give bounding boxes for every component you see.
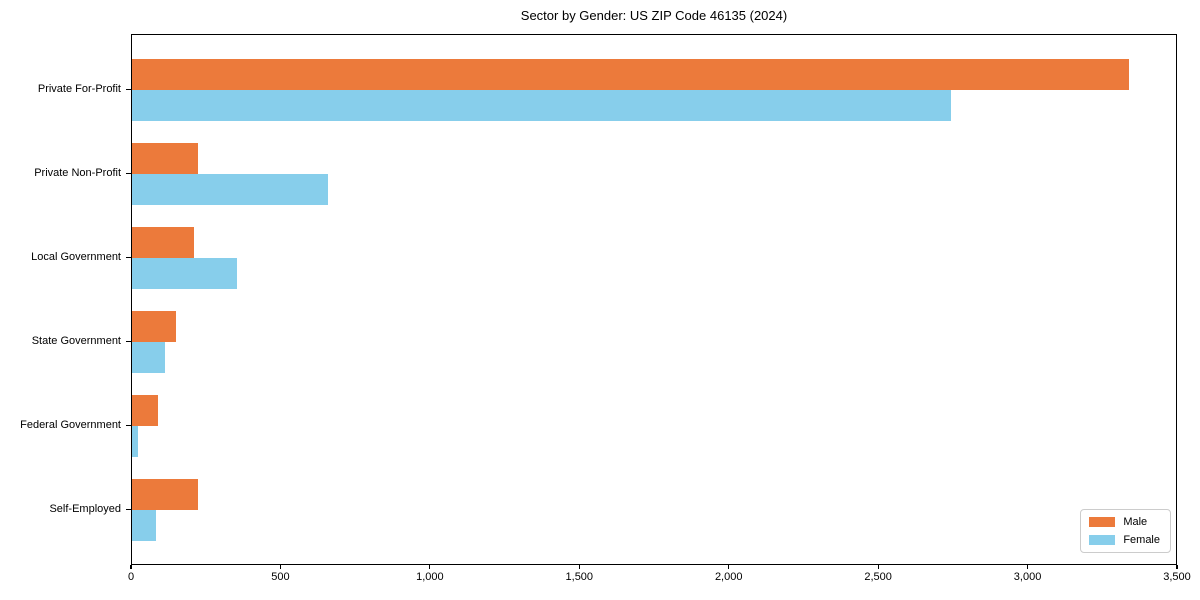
- legend-label-male: Male: [1123, 516, 1148, 528]
- bar-male-state-government: [132, 311, 176, 342]
- bar-male-private-for-profit: [132, 59, 1129, 90]
- y-tick-label-private-for-profit: Private For-Profit: [37, 83, 121, 95]
- x-tick-label-2500: 2,500: [864, 571, 892, 583]
- x-tick-label-1500: 1,500: [565, 571, 594, 583]
- legend-swatch-female: [1089, 535, 1116, 545]
- y-tick-mark: [126, 424, 131, 426]
- bar-female-state-government: [132, 342, 165, 373]
- legend-swatch-male: [1089, 517, 1116, 527]
- legend-label-female: Female: [1123, 534, 1160, 546]
- x-tick-label-2000: 2,000: [714, 571, 743, 583]
- x-tick-mark: [130, 565, 132, 569]
- bar-female-private-for-profit: [132, 90, 951, 121]
- y-tick-mark: [126, 340, 131, 342]
- legend-item-male: Male: [1089, 516, 1160, 528]
- bar-female-self-employed: [132, 510, 156, 541]
- x-tick-mark: [429, 565, 431, 569]
- y-tick-mark: [126, 88, 131, 90]
- x-tick-mark: [1176, 565, 1178, 569]
- x-tick-label-3500: 3,500: [1163, 571, 1191, 583]
- y-tick-mark: [126, 256, 131, 258]
- legend-item-female: Female: [1089, 534, 1160, 546]
- x-tick-mark: [578, 565, 580, 569]
- bar-female-federal-government: [132, 426, 138, 457]
- x-tick-label-3000: 3,000: [1013, 571, 1042, 583]
- bar-male-private-non-profit: [132, 143, 198, 174]
- y-tick-label-self-employed: Self-Employed: [49, 503, 121, 515]
- bar-male-federal-government: [132, 395, 158, 426]
- x-tick-label-1000: 1,000: [416, 571, 444, 583]
- legend: Male Female: [1080, 509, 1171, 553]
- x-tick-label-0: 0: [127, 571, 135, 583]
- y-tick-label-state-government: State Government: [31, 335, 121, 347]
- y-tick-mark: [126, 508, 131, 510]
- y-tick-label-private-non-profit: Private Non-Profit: [34, 167, 121, 179]
- x-tick-mark: [1026, 565, 1029, 569]
- y-tick-label-federal-government: Federal Government: [20, 419, 121, 431]
- y-tick-mark: [126, 172, 131, 174]
- chart-title: Sector by Gender: US ZIP Code 46135 (202…: [520, 8, 788, 23]
- x-tick-mark: [728, 565, 730, 569]
- bar-male-self-employed: [132, 479, 198, 510]
- y-tick-label-local-government: Local Government: [31, 251, 121, 263]
- x-tick-mark: [279, 565, 282, 569]
- x-tick-label-500: 500: [271, 571, 290, 583]
- bar-female-local-government: [132, 258, 237, 289]
- x-tick-mark: [877, 565, 879, 569]
- bar-female-private-non-profit: [132, 174, 328, 205]
- bar-male-local-government: [132, 227, 194, 258]
- plot-area: Male Female: [131, 34, 1177, 565]
